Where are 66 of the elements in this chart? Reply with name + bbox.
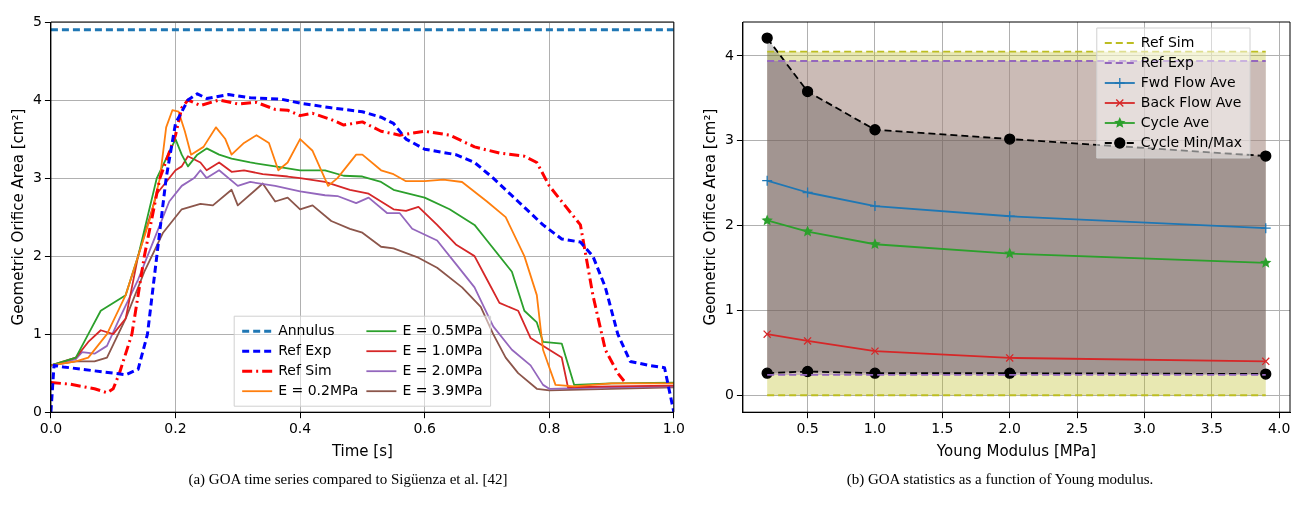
point	[801, 85, 814, 98]
point	[761, 174, 773, 187]
y-tick-label: 4	[724, 46, 734, 63]
legend-label: Cycle Ave	[1140, 113, 1210, 130]
text: (b) GOA statistics as a function of Young modulus.	[845, 471, 1155, 488]
point	[801, 365, 814, 378]
x-axis-title: Young Modulus [MPa]	[935, 441, 1097, 460]
legend-label: Ref Exp	[278, 341, 332, 358]
point	[870, 346, 880, 356]
x-tick-label: 0.0	[39, 420, 63, 437]
point	[762, 329, 772, 339]
x-tick-label: 0.2	[164, 420, 187, 437]
point	[1004, 210, 1016, 222]
legend-label: E = 2.0MPa	[402, 361, 483, 378]
x-tick-label: 3.0	[1133, 420, 1156, 437]
legend-label: Ref Exp	[1140, 53, 1195, 70]
y-tick-label: 3	[724, 131, 734, 148]
y-tick-label: 3	[32, 168, 42, 185]
point	[1261, 357, 1270, 366]
x-axis-title: Time [s]	[330, 441, 393, 460]
x-tick-label: 2.5	[1065, 420, 1089, 437]
point	[869, 200, 881, 212]
y-axis-title: Geometric Orifice Area [cm²]	[8, 108, 27, 326]
point	[869, 124, 881, 136]
x-tick-label: 4.0	[1268, 420, 1291, 437]
x-tick-label: 0.8	[538, 420, 561, 437]
point	[801, 225, 814, 237]
legend-label: Ref Sim	[1140, 33, 1195, 50]
x-tick-label: 0.4	[288, 420, 312, 437]
point	[1005, 353, 1014, 363]
legend-label: Cycle Min/Max	[1140, 133, 1243, 150]
point	[1004, 247, 1016, 259]
point	[1260, 222, 1272, 234]
legend-label: Ref Sim	[278, 361, 332, 378]
x-tick-label: 1.0	[863, 420, 887, 437]
text: (a) GOA time series compared to Sigüenza et al. [42]	[187, 471, 509, 488]
point	[803, 336, 812, 346]
x-tick-label: 1.5	[931, 420, 954, 437]
legend-label: Back Flow Ave	[1140, 93, 1242, 110]
point	[1260, 150, 1272, 162]
y-axis-title: Geometric Orifice Area [cm²]	[700, 108, 719, 326]
point	[761, 32, 773, 44]
y-tick-label: 0	[724, 385, 734, 402]
x-tick-label: 3.5	[1200, 420, 1223, 437]
point	[761, 214, 773, 226]
y-tick-label: 2	[32, 246, 42, 263]
x-tick-label: 0.6	[413, 420, 436, 437]
y-tick-label: 2	[724, 216, 734, 233]
legend-label: E = 1.0MPa	[402, 341, 483, 358]
legend-label: E = 3.9MPa	[402, 381, 483, 398]
point	[801, 186, 814, 199]
legend-label: Fwd Flow Ave	[1140, 73, 1236, 90]
point	[1260, 256, 1272, 268]
legend-label: Annulus	[278, 321, 335, 338]
legend-label: E = 0.5MPa	[402, 321, 483, 338]
x-tick-label: 0.5	[796, 420, 819, 437]
x-tick-label: 1.0	[662, 420, 685, 437]
y-tick-label: 5	[32, 12, 42, 29]
y-tick-label: 1	[724, 301, 734, 318]
y-tick-label: 4	[32, 90, 42, 107]
y-tick-label: 1	[32, 324, 42, 341]
point	[1004, 133, 1016, 145]
x-tick-label: 2.0	[998, 420, 1021, 437]
legend-label: E = 0.2MPa	[278, 381, 359, 398]
point	[869, 238, 881, 250]
y-tick-label: 0	[32, 402, 42, 419]
